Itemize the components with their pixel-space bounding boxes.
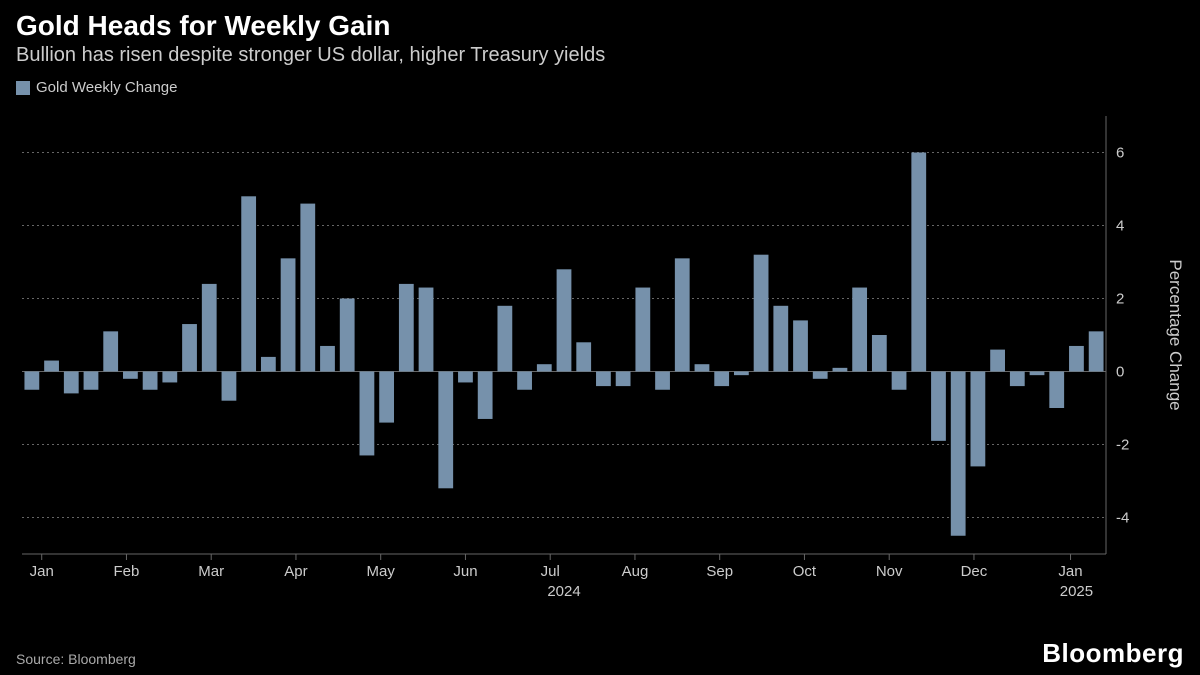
legend-label: Gold Weekly Change bbox=[36, 79, 177, 96]
svg-text:0: 0 bbox=[1116, 364, 1124, 381]
svg-text:Mar: Mar bbox=[198, 563, 224, 580]
svg-text:6: 6 bbox=[1116, 145, 1124, 162]
svg-text:Jan: Jan bbox=[1058, 563, 1082, 580]
svg-text:Jan: Jan bbox=[30, 563, 54, 580]
svg-text:Nov: Nov bbox=[876, 563, 903, 580]
bar-chart: -4 -2 0 2 4 6 Percentage Change Jan Feb Mar Apr May… bbox=[16, 110, 1184, 610]
legend-swatch bbox=[16, 81, 30, 95]
svg-text:Jun: Jun bbox=[453, 563, 477, 580]
svg-text:-2: -2 bbox=[1116, 437, 1129, 454]
svg-text:Feb: Feb bbox=[114, 563, 140, 580]
svg-text:Aug: Aug bbox=[622, 563, 649, 580]
svg-text:2024: 2024 bbox=[547, 583, 580, 600]
svg-text:Jul: Jul bbox=[541, 563, 560, 580]
svg-text:2025: 2025 bbox=[1060, 583, 1093, 600]
svg-text:Apr: Apr bbox=[284, 563, 307, 580]
svg-text:4: 4 bbox=[1116, 218, 1124, 235]
svg-text:Oct: Oct bbox=[793, 563, 817, 580]
svg-text:-4: -4 bbox=[1116, 510, 1129, 527]
source-text: Source: Bloomberg bbox=[16, 651, 136, 667]
svg-text:May: May bbox=[367, 563, 396, 580]
chart-subtitle: Bullion has risen despite stronger US do… bbox=[0, 44, 1200, 75]
bar-chart-svg: -4 -2 0 2 4 6 Percentage Change Jan Feb Mar Apr May… bbox=[16, 110, 1184, 610]
legend: Gold Weekly Change bbox=[0, 75, 1200, 104]
svg-text:2: 2 bbox=[1116, 291, 1124, 308]
svg-text:Dec: Dec bbox=[961, 563, 988, 580]
svg-text:Sep: Sep bbox=[706, 563, 733, 580]
chart-title: Gold Heads for Weekly Gain bbox=[0, 0, 1200, 44]
svg-text:Percentage Change: Percentage Change bbox=[1166, 259, 1184, 410]
brand-logo: Bloomberg bbox=[1042, 638, 1184, 669]
